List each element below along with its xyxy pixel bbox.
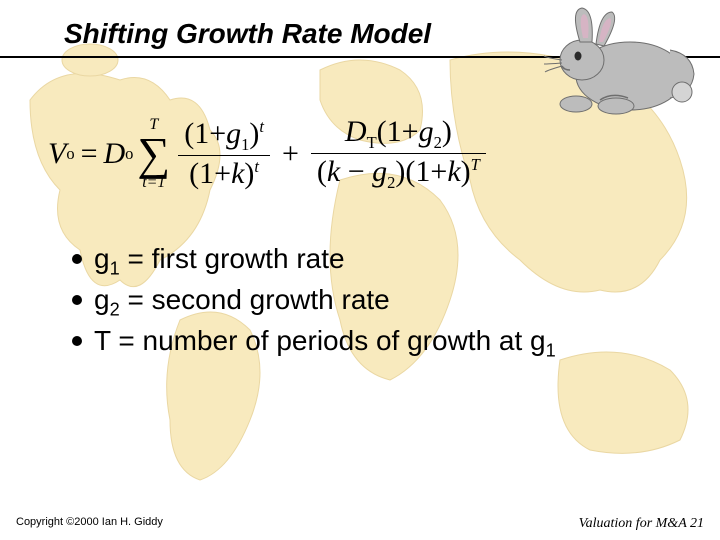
sigma: T ∑ t=1	[137, 117, 170, 190]
bullet-dot-icon	[72, 336, 82, 346]
rabbit-illustration	[542, 2, 702, 122]
fraction-1: (1+g1)t (1+k)t	[178, 118, 270, 190]
fraction-2: DT(1+g2) (k − g2)(1+k)T	[311, 116, 486, 192]
plus-sign: +	[274, 137, 307, 171]
bullet-dot-icon	[72, 295, 82, 305]
bullet-dot-icon	[72, 254, 82, 264]
bullet-item: T = number of periods of growth at g1	[72, 322, 684, 363]
bullet-item: g1 = first growth rate	[72, 240, 684, 281]
equals-sign: =	[75, 137, 104, 171]
formula: Vo = Do T ∑ t=1 (1+g1)t (1+k)t + DT(1+g2…	[48, 116, 684, 192]
formula-lhs-var: V	[48, 137, 66, 171]
bullet-list: g1 = first growth rate g2 = second growt…	[72, 240, 684, 363]
bullet-item: g2 = second growth rate	[72, 281, 684, 322]
